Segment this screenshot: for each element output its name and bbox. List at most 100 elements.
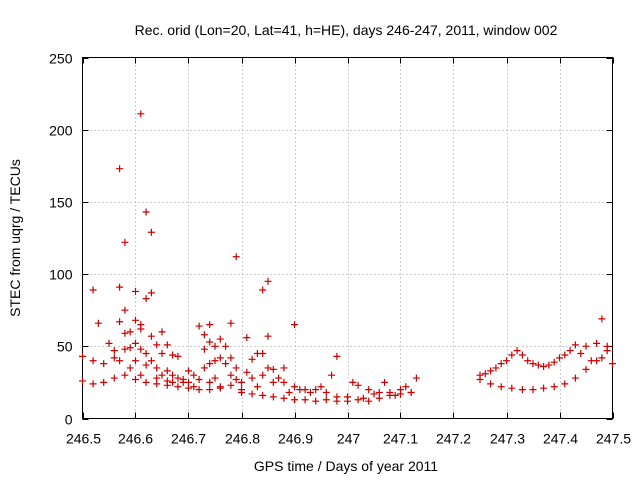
data-point [147, 332, 155, 340]
data-point [550, 383, 558, 391]
data-point [179, 376, 187, 384]
data-point [142, 208, 150, 216]
data-point [158, 328, 166, 336]
data-point [317, 383, 325, 391]
data-point [518, 386, 526, 394]
data-point [227, 371, 235, 379]
data-point [110, 354, 118, 362]
data-point [153, 380, 161, 388]
data-point [174, 383, 182, 391]
data-point [513, 347, 521, 355]
data-point [540, 363, 548, 371]
data-point [243, 368, 251, 376]
data-point [476, 376, 484, 384]
tick-labels: 246.5 246.6 246.7 246.8 246.9 247 247.1 247.2 24… [49, 51, 631, 447]
data-point [333, 397, 341, 405]
data-point [571, 374, 579, 382]
data-point [200, 345, 208, 353]
data-point [593, 357, 601, 365]
data-point [232, 376, 240, 384]
data-point [550, 358, 558, 366]
data-point [206, 386, 214, 394]
data-point [132, 357, 139, 365]
data-point [269, 393, 277, 401]
data-point [259, 391, 267, 399]
data-point [190, 383, 198, 391]
data-point [365, 386, 373, 394]
data-point [163, 367, 171, 375]
data-point [105, 339, 113, 347]
y-tick-label: 250 [49, 51, 73, 67]
data-point [137, 110, 145, 118]
data-point [487, 380, 495, 388]
data-point [566, 347, 574, 355]
data-point [174, 374, 182, 382]
data-point [100, 360, 108, 368]
data-point [259, 350, 267, 358]
data-point [264, 332, 272, 340]
data-point [259, 286, 267, 294]
data-point [306, 389, 314, 397]
axis-ticks [82, 57, 614, 420]
data-point [195, 376, 203, 384]
data-point [137, 345, 145, 353]
data-point [89, 286, 97, 294]
data-point [110, 374, 118, 382]
x-tick-label: 247.3 [490, 431, 525, 447]
data-point [349, 378, 357, 386]
data-point [200, 364, 208, 372]
data-point [534, 361, 542, 369]
x-axis-label: GPS time / Days of year 2011 [254, 458, 438, 474]
data-point [259, 371, 267, 379]
data-point [174, 352, 182, 360]
data-point [365, 397, 373, 405]
data-point [137, 371, 145, 379]
data-point [158, 371, 166, 379]
data-point [206, 378, 214, 386]
data-point [132, 376, 139, 384]
plot-frame [82, 57, 613, 419]
data-point [529, 386, 537, 394]
data-point [280, 364, 288, 372]
data-point [381, 378, 389, 386]
data-point [609, 360, 616, 368]
data-point [540, 384, 548, 392]
data-point [206, 360, 214, 368]
data-point [227, 354, 235, 362]
data-point [190, 371, 198, 379]
data-point [593, 339, 601, 347]
data-point [481, 370, 489, 378]
data-point [116, 165, 124, 173]
data-point [158, 350, 166, 358]
data-point [116, 318, 124, 326]
data-point [301, 386, 309, 394]
data-point [238, 378, 245, 386]
data-point [216, 335, 224, 343]
data-point [147, 289, 155, 297]
x-tick-label: 247.4 [543, 431, 578, 447]
x-tick-label: 246.6 [118, 431, 153, 447]
data-point [285, 389, 293, 397]
data-point [508, 384, 516, 392]
data-point [79, 377, 86, 385]
data-point [142, 295, 150, 303]
data-point [322, 389, 330, 397]
data-point [185, 367, 192, 375]
grid-lines [82, 57, 613, 419]
x-tick-label: 246.5 [66, 431, 101, 447]
x-tick-label: 246.8 [225, 431, 260, 447]
data-point [402, 383, 410, 391]
data-point [248, 390, 256, 398]
data-point [397, 390, 404, 398]
data-point [195, 322, 203, 330]
data-point [312, 397, 320, 405]
data-point [163, 381, 171, 389]
data-point [248, 355, 256, 363]
data-point [291, 321, 298, 329]
data-point [412, 374, 420, 382]
data-point [291, 383, 298, 391]
data-point [497, 360, 505, 368]
data-point [137, 325, 145, 333]
data-point [333, 352, 341, 360]
